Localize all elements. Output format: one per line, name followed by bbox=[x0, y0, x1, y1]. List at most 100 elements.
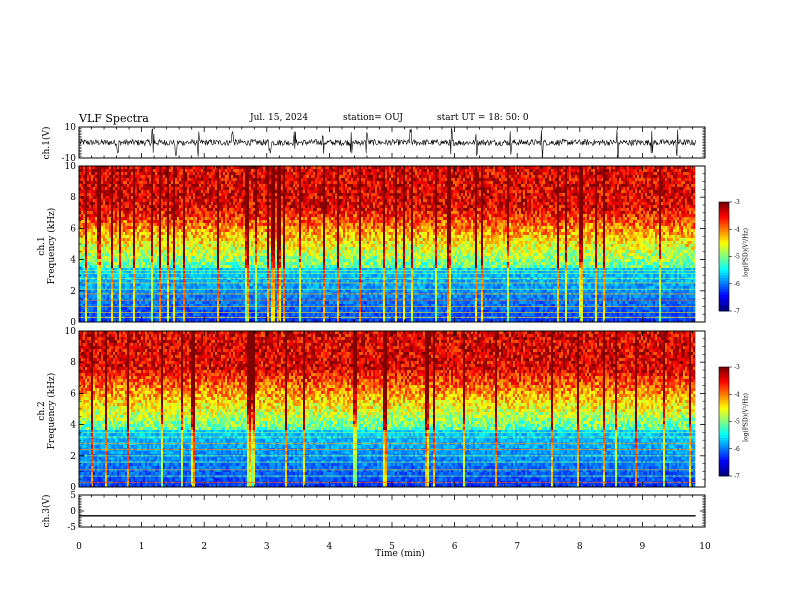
ch1-spectrogram-cell bbox=[235, 295, 237, 298]
ch1-spectrogram-cell bbox=[245, 190, 247, 193]
ch1-spectrogram-cell bbox=[257, 301, 259, 304]
ch1-spectrogram-cell bbox=[259, 172, 261, 175]
ch1-spectrogram-cell bbox=[167, 235, 169, 238]
ch1-spectrogram-cell bbox=[169, 229, 171, 232]
ch1-spectrogram-cell bbox=[133, 181, 135, 184]
ch1-spectrogram-cell bbox=[189, 184, 191, 187]
ch1-spectrogram-cell bbox=[239, 232, 241, 235]
ch1-spectrogram-cell bbox=[193, 286, 195, 289]
ch1-spectrogram-cell bbox=[263, 259, 265, 262]
ch1-spectrogram-cell bbox=[203, 262, 205, 265]
ch1-spectrogram-cell bbox=[191, 295, 193, 298]
ch1-spectrogram-cell bbox=[217, 283, 219, 286]
ch1-spectrogram-cell bbox=[145, 202, 147, 205]
ch1-spectrogram-cell bbox=[113, 205, 115, 208]
ch1-spectrogram-cell bbox=[249, 172, 251, 175]
ch1-spectrogram-cell bbox=[163, 247, 165, 250]
ch1-spectrogram-cell bbox=[187, 295, 189, 298]
ch1-spectrogram-cell bbox=[211, 226, 213, 229]
ch1-spectrogram-cell bbox=[111, 256, 113, 259]
ch1-spectrogram-cell bbox=[103, 313, 105, 316]
ch1-spectrogram-cell bbox=[95, 295, 97, 298]
ch1-spectrogram-cell bbox=[91, 208, 93, 211]
ch1-spectrogram-cell bbox=[127, 241, 129, 244]
ch1-spectrogram-cell bbox=[165, 178, 167, 181]
ch1-spectrogram-cell bbox=[149, 223, 151, 226]
ch1-spectrogram-cell bbox=[253, 307, 255, 310]
ch1-spectrogram-cell bbox=[97, 193, 99, 196]
ch1-spectrogram-cell bbox=[255, 199, 257, 202]
ch1-spectrogram-cell bbox=[171, 169, 173, 172]
ch1-spectrogram-cell bbox=[235, 298, 237, 301]
ch1-spectrogram-cell bbox=[141, 301, 143, 304]
ch1-spectrogram-cell bbox=[97, 301, 99, 304]
ch1-spectrogram-cell bbox=[119, 199, 121, 202]
ch1-spectrogram-cell bbox=[101, 169, 103, 172]
ch1-spectrogram-cell bbox=[147, 211, 149, 214]
ch1-spectrogram-cell bbox=[185, 286, 187, 289]
ch1-spectrogram-cell bbox=[89, 208, 91, 211]
ch1-spectrogram-cell bbox=[159, 313, 161, 316]
ch1-spectrogram-cell bbox=[101, 286, 103, 289]
ch1-spectrogram-cell bbox=[119, 253, 121, 256]
ch1-spectrogram-cell bbox=[259, 244, 261, 247]
ch1-spectrogram-cell bbox=[165, 259, 167, 262]
ch1-spectrogram-cell bbox=[107, 175, 109, 178]
ch1-spectrogram-cell bbox=[85, 247, 87, 250]
ch1-spectrogram-cell bbox=[189, 241, 191, 244]
ch1-spectrogram-cell bbox=[161, 205, 163, 208]
ch1-spectrogram-cell bbox=[183, 193, 185, 196]
ch1-spectrogram-cell bbox=[201, 226, 203, 229]
ch1-spectrogram-cell bbox=[127, 235, 129, 238]
ch1-spectrogram-cell bbox=[109, 274, 111, 277]
ch1-spectrogram-cell bbox=[219, 220, 221, 223]
ch1-spectrogram-cell bbox=[157, 301, 159, 304]
ch1-spectrogram-cell bbox=[153, 232, 155, 235]
ch1-spectrogram-cell bbox=[131, 274, 133, 277]
ch1-spectrogram-cell bbox=[237, 232, 239, 235]
ch1-spectrogram-cell bbox=[205, 187, 207, 190]
ch1-spectrogram-cell bbox=[81, 304, 83, 307]
ch1-spectrogram-cell bbox=[163, 241, 165, 244]
ch1-spectrogram-cell bbox=[141, 298, 143, 301]
ch1-spectrogram-cell bbox=[217, 169, 219, 172]
ch1-spectrogram-cell bbox=[123, 286, 125, 289]
ch1-spectrogram-cell bbox=[151, 304, 153, 307]
ch1-spectrogram-cell bbox=[147, 202, 149, 205]
ch1-spectrogram-cell bbox=[89, 220, 91, 223]
ch1-spectrogram-cell bbox=[115, 193, 117, 196]
ch1-spectrogram-cell bbox=[137, 208, 139, 211]
ch1-spectrogram-cell bbox=[193, 202, 195, 205]
ch1-spectrogram-cell bbox=[91, 301, 93, 304]
ch1-spectrogram-cell bbox=[107, 256, 109, 259]
ch1-spectrogram-cell bbox=[173, 235, 175, 238]
ch1-spectrogram-cell bbox=[223, 184, 225, 187]
ch1-spectrogram-cell bbox=[139, 196, 141, 199]
ch1-spectrogram-cell bbox=[107, 247, 109, 250]
ch1-spectrogram-cell bbox=[189, 202, 191, 205]
ch1-spectrogram-cell bbox=[143, 202, 145, 205]
ch1-spectrogram-cell bbox=[215, 187, 217, 190]
ch1-spectrogram-cell bbox=[173, 181, 175, 184]
ch1-spectrogram-cell bbox=[111, 214, 113, 217]
ch1-spectrogram-cell bbox=[89, 232, 91, 235]
ch1-spectrogram-cell bbox=[199, 232, 201, 235]
ch1-spectrogram-cell bbox=[103, 259, 105, 262]
ch1-spectrogram-cell bbox=[191, 181, 193, 184]
ch1-spectrogram-cell bbox=[259, 190, 261, 193]
ch1-spectrogram-cell bbox=[183, 223, 185, 226]
ch1-spectrogram-cell bbox=[193, 244, 195, 247]
ch1-spectrogram-cell bbox=[137, 202, 139, 205]
ch1-spectrogram-cell bbox=[209, 307, 211, 310]
ch1-spectrogram-cell bbox=[143, 247, 145, 250]
ch1-spectrogram-cell bbox=[169, 244, 171, 247]
ch1-spectrogram-cell bbox=[113, 202, 115, 205]
ch1-spectrogram-cell bbox=[121, 253, 123, 256]
ch1-spectrogram-cell bbox=[91, 181, 93, 184]
ch1-spectrogram-cell bbox=[229, 172, 231, 175]
ch1-spectrogram-cell bbox=[93, 211, 95, 214]
ch1-spectrogram-cell bbox=[101, 238, 103, 241]
ch1-spectrogram-cell bbox=[215, 244, 217, 247]
ch1-spectrogram-cell bbox=[145, 199, 147, 202]
ch1-spectrogram-cell bbox=[143, 187, 145, 190]
